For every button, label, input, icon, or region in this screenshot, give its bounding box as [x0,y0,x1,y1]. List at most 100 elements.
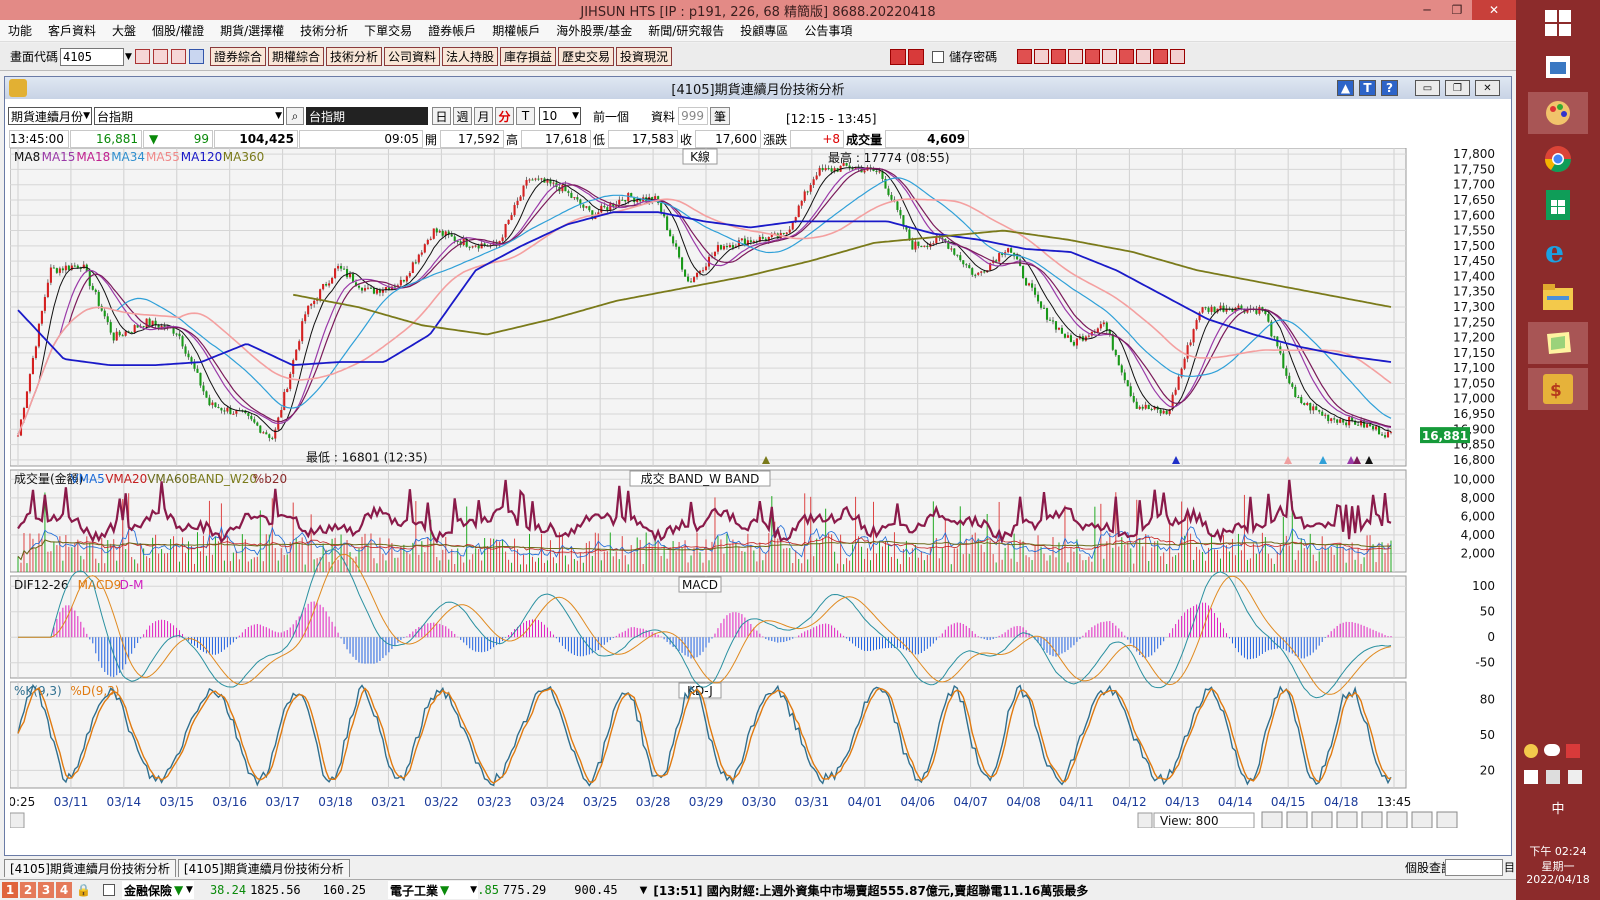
data-count-input[interactable]: 999 [678,107,709,125]
window-minimize-icon[interactable]: ▭ [1415,80,1440,96]
chart-area[interactable]: 10:25 03/11 03/14 03/15 03/16 03/17 03/18 03/21… [10,148,1506,828]
tray-cloud-icon[interactable] [1544,744,1560,756]
tray-lightbulb-icon[interactable] [1524,744,1538,758]
menu-item[interactable]: 期權帳戶 [492,24,541,38]
tray-flag-icon[interactable] [1524,770,1538,784]
chart-tool-icon[interactable] [1136,49,1152,64]
chart-tool-button-icon[interactable] [1261,811,1283,828]
menu-item[interactable]: 大盤 [112,24,137,38]
search-red-icon[interactable] [134,49,150,64]
ticker-page-button[interactable]: 3 [38,882,54,898]
ime-indicator[interactable]: 中 [1551,802,1565,817]
chart-tool-icon[interactable] [1102,49,1118,64]
chrome-icon[interactable] [1528,138,1588,180]
scroll-right-icon[interactable] [1137,812,1153,828]
toolbar-button[interactable]: 庫存損益 [500,47,557,66]
menu-item[interactable]: 海外股票/基金 [556,24,633,38]
save-password-checkbox[interactable]: 儲存密碼 [932,48,997,65]
period-button[interactable]: T [516,107,535,125]
period-button[interactable]: 日 [432,107,451,125]
lock-icon[interactable]: 🔒 [76,883,91,897]
window-close-icon[interactable]: ✕ [1475,80,1500,96]
chart-tool-icon[interactable] [1085,49,1101,64]
help-icon[interactable]: ? [1381,80,1398,96]
code-dropdown-icon[interactable]: ▼ [125,51,132,62]
text-t-icon[interactable]: T [1359,80,1376,96]
ie-icon[interactable]: e [1528,230,1588,272]
menu-dropdown-icon[interactable] [188,49,204,64]
menu-item[interactable]: 客戶資料 [48,24,97,38]
task-view-icon[interactable] [1528,46,1588,88]
scroll-left-icon[interactable] [10,812,25,828]
toolbar-button[interactable]: 法人持股 [442,47,499,66]
code-input[interactable]: 4105 [60,47,125,66]
ticker-page-button[interactable]: 1 [2,882,18,898]
menu-item[interactable]: 投顧專區 [740,24,789,38]
news-dropdown-icon[interactable]: ▼ [639,884,648,896]
search-icon[interactable]: ⌕ [286,107,304,125]
minimize-icon[interactable]: ─ [1423,3,1431,17]
chart-tool-button-icon[interactable] [1361,811,1383,828]
stock-query-input[interactable] [1445,859,1503,876]
chart-tool-button-icon[interactable] [1336,811,1358,828]
period-button[interactable]: 分 [495,107,514,125]
window-tab[interactable]: [4105]期貨連續月份技術分析 [177,859,350,877]
chart-tool-icon[interactable] [1119,49,1135,64]
chart-tool-button-icon[interactable] [1436,811,1458,828]
window-restore-icon[interactable]: ❐ [1445,80,1470,96]
menu-item[interactable]: 功能 [8,24,33,38]
menu-item[interactable]: 個股/權證 [152,24,205,38]
ticker-item2-select[interactable]: 電子工業 ▼ [388,881,479,899]
interval-select[interactable]: 10 [539,107,581,125]
period-button[interactable]: 月 [474,107,493,125]
ticker-page-button[interactable]: 2 [20,882,36,898]
chart-tool-button-icon[interactable] [1411,811,1433,828]
prev-button[interactable]: 前一個 [585,107,637,125]
tray-network-icon[interactable] [1546,770,1560,784]
clock-time[interactable]: 下午 02:24 [1529,845,1587,858]
toolbar-button[interactable]: 公司資料 [383,47,440,66]
chart-tool-icon[interactable] [1153,49,1169,64]
product-select[interactable]: 期貨連續月份 [8,107,92,125]
chart-tool-icon[interactable] [1068,49,1084,64]
menu-item[interactable]: 期貨/選擇權 [220,24,285,38]
chart-tool-icon[interactable] [1051,49,1067,64]
add-red-icon[interactable] [890,48,907,65]
ticker-page-button[interactable]: 4 [56,882,72,898]
window-icon[interactable] [152,49,168,64]
remove-red-icon[interactable] [908,48,925,65]
ticker-checkbox[interactable] [102,884,115,896]
notes-icon[interactable] [1528,322,1588,364]
toolbar-button[interactable]: 期權綜合 [267,47,324,66]
chart-tool-button-icon[interactable] [1286,811,1308,828]
toolbar-button[interactable]: 技術分析 [325,47,382,66]
menu-item[interactable]: 證券帳戶 [428,24,477,38]
toolbar-button[interactable]: 投資現況 [616,47,673,66]
tray-pdf-icon[interactable] [1566,744,1580,758]
window-tab[interactable]: [4105]期貨連續月份技術分析 [4,859,176,877]
menu-item[interactable]: 下單交易 [364,24,413,38]
jihsun-icon[interactable]: $ [1528,368,1588,410]
menu-item[interactable]: 新聞/研究報告 [648,24,725,38]
arrow-up-icon[interactable]: ▲ [1337,80,1354,96]
restore-icon[interactable]: ❐ [1451,3,1463,17]
chart-tool-icon[interactable] [1170,49,1186,64]
news-ticker[interactable]: [13:51] 國內財經:上週外資集中市場賣超555.87億元,賣超聯電11.1… [653,883,1089,898]
stock-query-button[interactable]: 目 [1504,861,1515,874]
toolbar-button[interactable]: 證券綜合 [209,47,266,66]
toolbar-button[interactable]: 歷史交易 [558,47,615,66]
chart-tool-button-icon[interactable] [1311,811,1333,828]
menu-item[interactable]: 技術分析 [300,24,349,38]
paint-icon[interactable] [1528,92,1588,134]
chart-tool-button-icon[interactable] [1386,811,1408,828]
menu-item[interactable]: 公告事項 [804,24,853,38]
tray-volume-icon[interactable] [1568,770,1582,784]
explorer-icon[interactable] [1528,276,1588,318]
period-button[interactable]: 週 [453,107,472,125]
sheets-icon[interactable] [1528,184,1588,226]
print-icon[interactable] [170,49,186,64]
chart-tool-icon[interactable] [1017,49,1033,64]
close-icon[interactable]: ✕ [1472,0,1516,20]
contract-select[interactable]: 台指期 [94,107,284,125]
windows-start-icon[interactable] [1528,2,1588,44]
